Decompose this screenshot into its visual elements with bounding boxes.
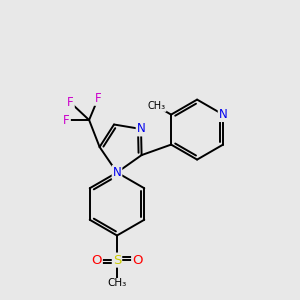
Text: CH₃: CH₃ (107, 278, 127, 289)
Text: F: F (67, 96, 74, 109)
Text: N: N (219, 108, 227, 121)
Text: O: O (132, 254, 143, 267)
Text: N: N (136, 122, 146, 136)
Text: O: O (91, 254, 102, 267)
Text: S: S (113, 254, 121, 267)
Text: F: F (63, 113, 70, 127)
Text: CH₃: CH₃ (148, 101, 166, 111)
Text: F: F (95, 92, 101, 105)
Text: N: N (112, 166, 122, 179)
